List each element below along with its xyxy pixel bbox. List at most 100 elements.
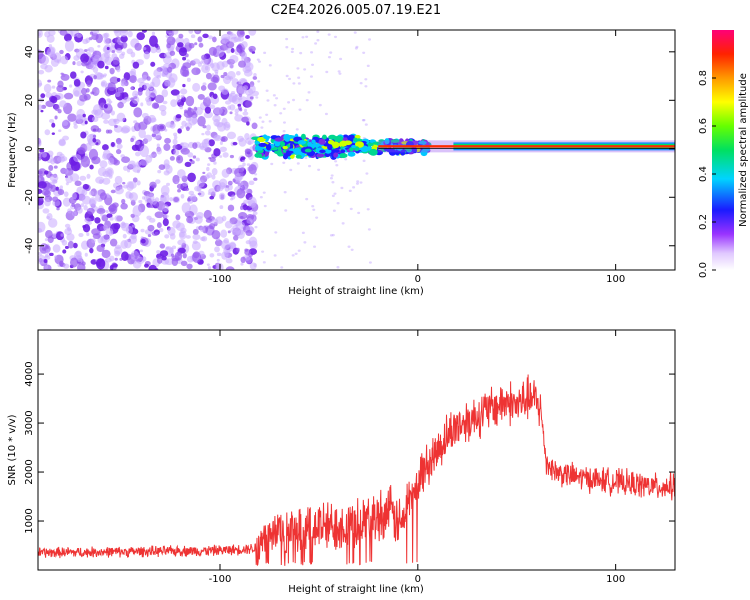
noise-blob — [232, 141, 238, 146]
noise-blob — [38, 254, 46, 265]
noise-blob — [103, 224, 108, 230]
noise-blob — [132, 177, 138, 183]
noise-blob — [213, 148, 221, 157]
noise-blob — [227, 180, 233, 186]
y-tick-label: 20 — [24, 94, 35, 107]
noise-blob — [79, 175, 87, 181]
band-blob — [257, 150, 263, 154]
noise-blob — [113, 30, 120, 34]
noise-blob — [362, 118, 366, 122]
noise-blob — [176, 98, 181, 103]
noise-blob — [240, 172, 245, 177]
noise-blob — [165, 165, 173, 174]
noise-blob — [189, 193, 197, 202]
noise-blob — [172, 138, 178, 145]
noise-blob — [208, 188, 217, 195]
x-tick-label: -100 — [209, 274, 232, 285]
noise-blob — [263, 204, 267, 208]
noise-blob — [224, 186, 230, 192]
noise-blob — [234, 108, 240, 114]
noise-blob — [287, 101, 291, 104]
noise-blob — [211, 174, 216, 180]
noise-blob — [122, 181, 126, 185]
noise-blob — [87, 218, 92, 222]
noise-blob — [56, 207, 60, 211]
noise-blob — [122, 184, 129, 189]
noise-blob — [94, 217, 101, 224]
noise-blob — [173, 197, 180, 203]
noise-blob — [116, 112, 126, 122]
noise-blob — [164, 137, 171, 144]
noise-blob — [130, 51, 136, 58]
noise-blob — [73, 124, 78, 129]
noise-blob — [285, 74, 289, 78]
noise-blob — [151, 102, 159, 109]
noise-blob — [288, 77, 292, 81]
noise-blob — [137, 89, 143, 96]
noise-blob — [53, 165, 58, 169]
noise-blob — [139, 249, 144, 253]
noise-blob — [151, 198, 157, 205]
band-blob — [254, 141, 260, 145]
band-blob — [318, 138, 326, 145]
noise-blob — [110, 207, 115, 212]
noise-blob — [108, 118, 117, 127]
noise-blob — [173, 132, 178, 137]
noise-blob — [194, 42, 198, 46]
noise-blob — [331, 233, 335, 237]
noise-blob — [86, 232, 90, 237]
noise-blob — [60, 73, 70, 81]
noise-blob — [154, 211, 164, 219]
x-tick-label: 0 — [415, 274, 421, 285]
noise-blob — [338, 72, 342, 75]
noise-blob — [175, 114, 182, 119]
noise-blob — [221, 39, 226, 44]
noise-blob — [109, 216, 114, 221]
noise-blob — [301, 231, 305, 235]
noise-blob — [40, 109, 44, 113]
noise-blob — [240, 262, 244, 266]
noise-blob — [309, 75, 313, 78]
noise-blob — [81, 87, 87, 95]
noise-blob — [239, 31, 245, 35]
noise-blob — [169, 247, 174, 254]
noise-blob — [100, 74, 105, 78]
noise-blob — [84, 120, 88, 125]
noise-blob — [209, 104, 216, 110]
noise-blob — [47, 236, 54, 244]
noise-blob — [110, 189, 116, 194]
noise-blob — [110, 110, 116, 116]
noise-blob — [201, 138, 210, 149]
noise-blob — [156, 147, 162, 155]
noise-blob — [207, 266, 212, 270]
noise-blob — [162, 218, 169, 227]
noise-blob — [182, 181, 189, 187]
noise-blob — [192, 82, 201, 92]
noise-blob — [220, 89, 224, 93]
band-blob — [338, 153, 348, 159]
noise-blob — [120, 30, 127, 34]
noise-blob — [62, 263, 70, 269]
noise-blob — [368, 38, 372, 41]
noise-blob — [80, 70, 84, 74]
noise-blob — [202, 125, 207, 129]
noise-blob — [246, 121, 250, 126]
noise-blob — [305, 197, 309, 201]
noise-blob — [75, 113, 84, 124]
noise-blob — [185, 126, 190, 132]
noise-blob — [248, 180, 255, 186]
noise-blob — [225, 266, 235, 270]
noise-blob — [303, 241, 307, 244]
noise-blob — [60, 55, 69, 65]
band-blob — [311, 139, 316, 144]
noise-blob — [229, 154, 235, 159]
noise-blob — [160, 109, 167, 117]
noise-blob — [154, 43, 159, 48]
noise-blob — [194, 215, 203, 224]
noise-blob — [245, 100, 253, 108]
noise-blob — [38, 82, 43, 86]
noise-blob — [99, 192, 107, 201]
noise-blob — [106, 98, 111, 102]
noise-blob — [132, 205, 142, 217]
band-blob — [354, 141, 364, 148]
